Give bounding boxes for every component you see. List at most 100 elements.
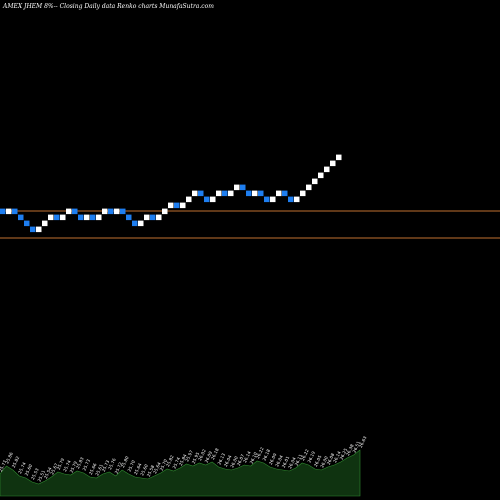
volume-label: 25.58 xyxy=(146,464,156,477)
volume-label: 26.04 xyxy=(287,456,297,469)
up-brick xyxy=(66,208,72,215)
volume-label: 26.14 xyxy=(332,450,342,463)
volume-label: 26.19 xyxy=(306,450,316,463)
down-brick xyxy=(288,196,294,203)
volume-label: 26.01 xyxy=(281,455,291,468)
up-brick xyxy=(48,214,54,221)
up-brick xyxy=(162,208,168,215)
volume-panel xyxy=(0,449,361,497)
up-brick xyxy=(324,166,330,173)
up-brick xyxy=(186,196,192,203)
volume-label: 26.14 xyxy=(242,450,252,463)
down-brick xyxy=(246,190,252,197)
down-brick xyxy=(24,220,30,227)
up-brick xyxy=(210,196,216,203)
up-brick xyxy=(252,190,258,197)
down-brick xyxy=(12,208,18,215)
volume-label: 25.51 xyxy=(36,469,46,482)
volume-label: 26.63 xyxy=(358,435,368,448)
up-brick xyxy=(336,154,342,161)
up-brick xyxy=(228,190,234,197)
volume-label: 26.13 xyxy=(216,452,226,465)
volume-label: 25.74 xyxy=(62,459,72,472)
down-brick xyxy=(222,190,228,197)
down-brick xyxy=(132,220,138,227)
volume-label: 25.74 xyxy=(171,456,181,469)
volume-label: 25.95 xyxy=(191,451,201,464)
up-brick xyxy=(276,190,282,197)
down-brick xyxy=(120,208,126,215)
volume-label: 25.70 xyxy=(126,459,136,472)
volume-label: 25.74 xyxy=(17,461,27,474)
volume-label: 25.80 xyxy=(120,455,130,468)
volume-label: 26.07 xyxy=(236,453,246,466)
volume-label: 25.82 xyxy=(165,454,175,467)
down-brick xyxy=(198,190,204,197)
up-brick xyxy=(156,214,162,221)
volume-label: 25.54 xyxy=(43,466,53,479)
volume-label: 25.61 xyxy=(94,463,104,476)
down-brick xyxy=(18,214,24,221)
up-brick xyxy=(270,196,276,203)
down-brick xyxy=(30,226,36,233)
volume-label: 25.64 xyxy=(133,462,143,475)
volume-label: 26.11 xyxy=(294,453,304,466)
up-brick xyxy=(60,214,66,221)
volume-label: 26.18 xyxy=(210,447,220,460)
volume-label: 26.09 xyxy=(268,452,278,465)
volume-label: 25.97 xyxy=(184,449,194,462)
up-brick xyxy=(102,208,108,215)
volume-label: 25.64 xyxy=(152,461,162,474)
down-brick xyxy=(54,214,60,221)
volume-label: 26.00 xyxy=(319,455,329,468)
volume-label: 26.00 xyxy=(229,455,239,468)
volume-label: 26.08 xyxy=(326,452,336,465)
volume-label: 25.86 xyxy=(4,451,14,464)
down-brick xyxy=(240,184,246,191)
down-brick xyxy=(150,214,156,221)
volume-label: 25.67 xyxy=(49,462,59,475)
up-brick xyxy=(180,202,186,209)
up-brick xyxy=(330,160,336,167)
up-brick xyxy=(36,226,42,233)
volume-label: 25.53 xyxy=(30,467,40,480)
volume-label: 25.79 xyxy=(69,460,79,473)
volume-label: 25.60 xyxy=(139,463,149,476)
volume-label: 25.76 xyxy=(107,457,117,470)
chart-title: AMEX JHEM 8%-- Closing Daily data Renko … xyxy=(2,3,214,10)
volume-label: 25.83 xyxy=(75,456,85,469)
down-brick xyxy=(78,214,84,221)
down-brick xyxy=(90,214,96,221)
volume-label: 26.09 xyxy=(204,450,214,463)
up-brick xyxy=(318,172,324,179)
volume-label: 25.72 xyxy=(114,461,124,474)
volume-label: 26.02 xyxy=(197,448,207,461)
down-brick xyxy=(0,208,6,215)
up-brick xyxy=(168,202,174,209)
down-brick xyxy=(174,202,180,209)
down-brick xyxy=(72,208,78,215)
up-brick xyxy=(114,208,120,215)
volume-label: 25.73 xyxy=(81,458,91,471)
up-brick xyxy=(300,190,306,197)
volume-label: 25.66 xyxy=(88,462,98,475)
up-brick xyxy=(312,178,318,185)
up-brick xyxy=(216,190,222,197)
volume-label: 25.70 xyxy=(159,458,169,471)
volume-label: 25.60 xyxy=(24,463,34,476)
up-brick xyxy=(144,214,150,221)
volume-label: 26.38 xyxy=(345,443,355,456)
down-brick xyxy=(204,196,210,203)
volume-label: 26.04 xyxy=(223,454,233,467)
down-brick xyxy=(126,214,132,221)
up-brick xyxy=(96,214,102,221)
volume-label: 26.25 xyxy=(339,447,349,460)
reference-lines xyxy=(0,210,500,239)
up-brick xyxy=(138,220,144,227)
volume-label: 26.04 xyxy=(274,454,284,467)
up-brick xyxy=(306,184,312,191)
up-brick xyxy=(6,208,12,215)
volume-label: 26.22 xyxy=(300,448,310,461)
volume-area xyxy=(0,449,361,497)
